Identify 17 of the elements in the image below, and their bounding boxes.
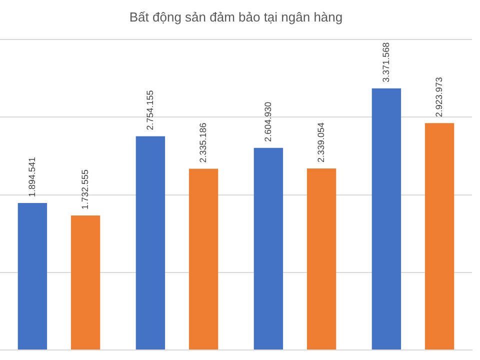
chart-title: Bất động sản đảm bảo tại ngân hàng <box>129 9 343 24</box>
bar <box>70 216 100 350</box>
bar <box>254 148 284 350</box>
data-label: 2.923.973 <box>434 77 444 118</box>
bar <box>18 202 48 350</box>
data-label: 2.339.054 <box>316 122 326 162</box>
data-label: 1.732.555 <box>80 170 90 210</box>
data-label: 1.894.541 <box>26 156 37 197</box>
data-label: 2.335.186 <box>198 122 208 163</box>
bar <box>136 136 166 350</box>
bar <box>188 168 218 350</box>
bar <box>372 88 402 350</box>
data-label: 2.754.155 <box>144 90 155 130</box>
bar <box>424 123 454 350</box>
bar <box>306 168 336 350</box>
data-label: 2.604.930 <box>262 102 273 142</box>
data-label: 3.371.568 <box>380 42 391 82</box>
